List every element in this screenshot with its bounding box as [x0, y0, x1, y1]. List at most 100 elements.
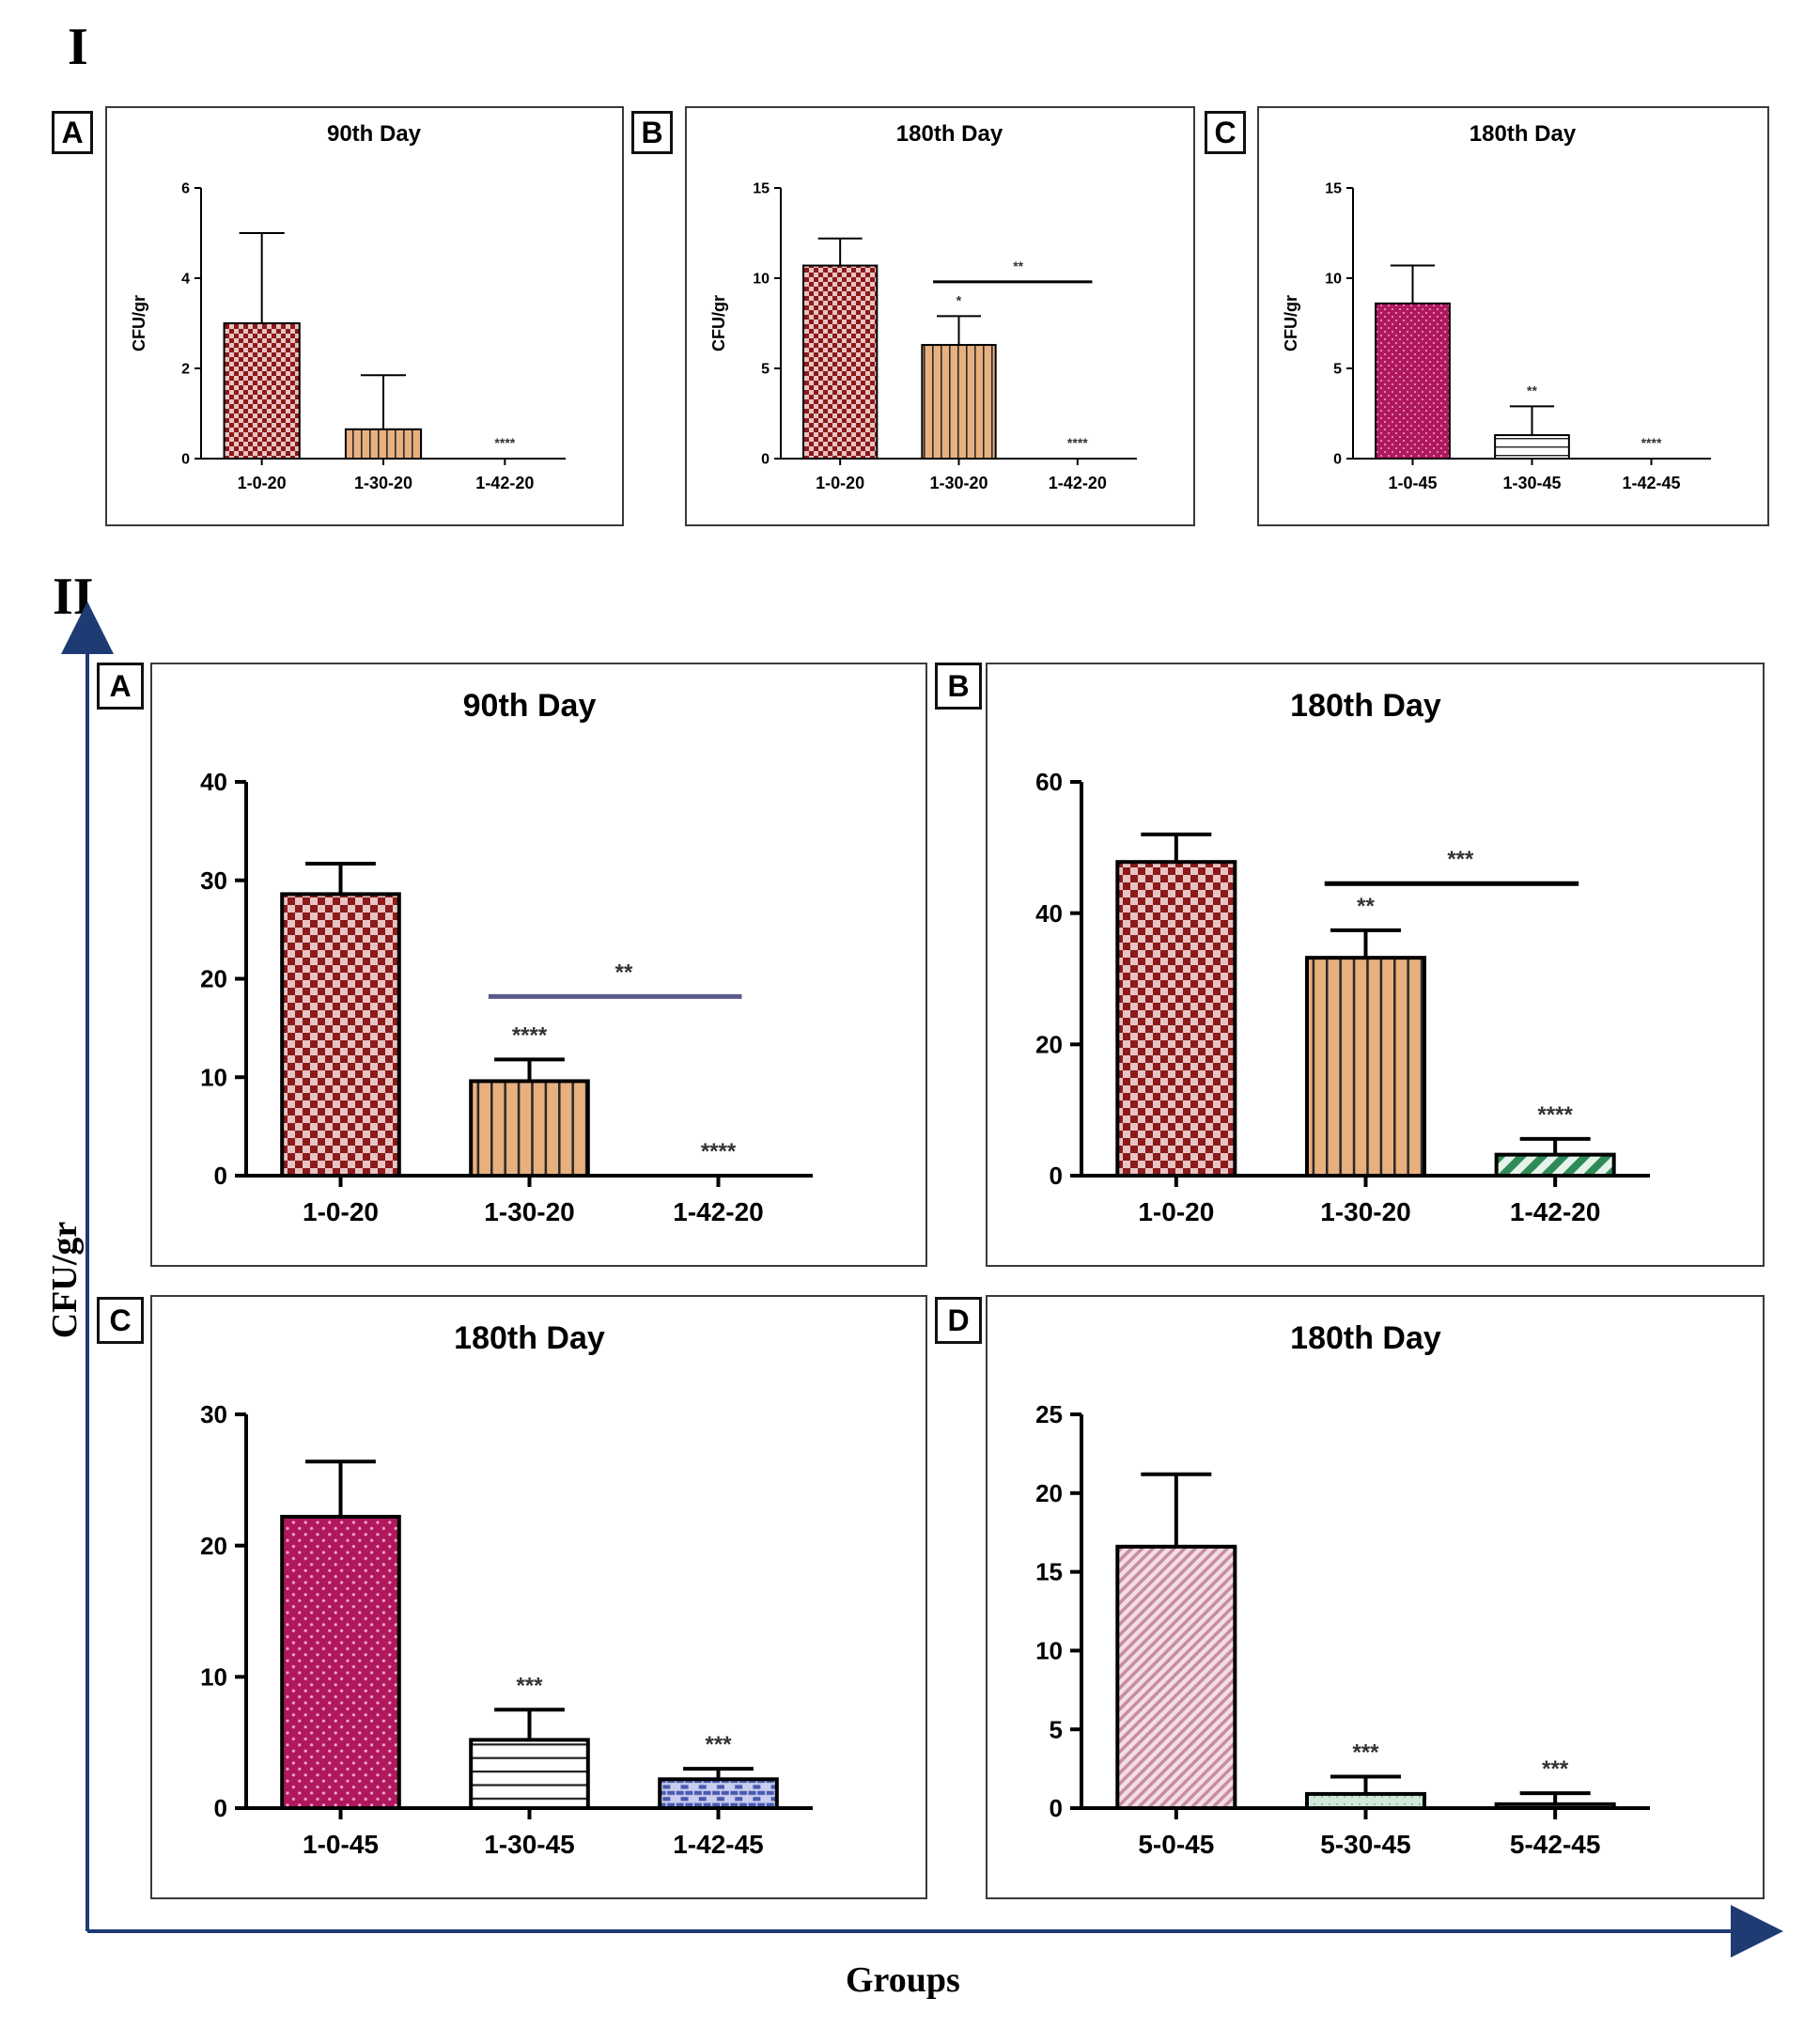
x-tick-label: 1-30-45	[484, 1830, 575, 1859]
x-tick-label: 1-30-20	[1320, 1197, 1411, 1226]
y-tick-label: 10	[753, 272, 770, 288]
y-tick-label: 20	[1035, 1030, 1063, 1058]
chart-svg: 180th Day 0 5 10 15 20 25 5-0-45 *** 5-30-45 *** 5-…	[1035, 1320, 1650, 1859]
chart-panel-II-A: 90th Day 0 10 20 30 40 1-0-20 **** 1-30-20 **** 1-…	[150, 663, 927, 1267]
bar-1-0-45	[280, 1514, 401, 1810]
panel-letter-I-A: A	[52, 111, 93, 154]
y-tick-label: 30	[200, 866, 227, 895]
chart-panel-II-C: 180th Day 0 10 20 30 1-0-45 *** 1-30-45 *** 1-42-…	[150, 1295, 927, 1899]
significance-label: ****	[1641, 435, 1662, 450]
chart-panel-I-A: 90th Day CFU/gr 0 2 4 6 1-0-20 1-30-20 **** 1-42-…	[105, 106, 624, 526]
bar-1-0-20	[223, 322, 301, 460]
y-tick-label: 10	[200, 1063, 227, 1091]
significance-label: ****	[494, 435, 515, 450]
bar-1-0-20	[1115, 860, 1237, 1178]
bracket-label: **	[1013, 258, 1023, 273]
bracket-label: ***	[1447, 847, 1474, 872]
bar-5-30-45	[1304, 1791, 1427, 1811]
chart-title: 90th Day	[463, 688, 597, 724]
significance-label: ***	[1352, 1740, 1379, 1765]
x-tick-label: 5-0-45	[1138, 1830, 1214, 1859]
bar-1-0-20	[280, 892, 401, 1178]
bar-1-30-45	[469, 1738, 590, 1810]
significance-label: ***	[1542, 1756, 1569, 1782]
x-tick-label: 1-30-20	[484, 1197, 575, 1226]
significance-label: ****	[512, 1022, 548, 1048]
y-tick-label: 20	[200, 1532, 227, 1560]
y-tick-label: 5	[761, 362, 770, 378]
y-tick-label: 5	[1333, 362, 1342, 378]
y-tick-label: 10	[1035, 1637, 1063, 1665]
y-tick-label: 25	[1035, 1400, 1063, 1428]
bar-5-0-45	[1115, 1544, 1237, 1810]
bar-1-30-20	[344, 428, 423, 460]
chart-panel-II-B: 180th Day 0 20 40 60 1-0-20 ** 1-30-20 **** 1-42-…	[986, 663, 1765, 1267]
x-tick-label: 5-42-45	[1510, 1830, 1601, 1859]
y-tick-label: 20	[200, 965, 227, 993]
panel-letter-II-C: C	[97, 1297, 144, 1344]
y-tick-label: 15	[1035, 1558, 1063, 1586]
y-tick-label: 30	[200, 1400, 227, 1428]
bar-1-30-20	[921, 344, 997, 460]
panel-letter-II-A: A	[97, 663, 144, 710]
x-tick-label: 1-0-20	[238, 474, 287, 492]
y-tick-label: 10	[1325, 272, 1342, 288]
y-tick-label: 0	[181, 452, 190, 468]
y-tick-label: 0	[214, 1162, 227, 1190]
chart-title: 180th Day	[1290, 1320, 1441, 1356]
chart-panel-II-D: 180th Day 0 5 10 15 20 25 5-0-45 *** 5-30-45 *** 5-…	[986, 1295, 1765, 1899]
y-tick-label: 4	[181, 272, 190, 288]
bar-1-0-45	[1375, 302, 1451, 460]
panel-letter-I-C: C	[1205, 111, 1246, 154]
significance-label: **	[1357, 894, 1375, 919]
bar-1-30-20	[1304, 956, 1427, 1178]
chart-title: 180th Day	[454, 1320, 605, 1356]
y-axis-label: CFU/gr	[709, 295, 728, 351]
chart-panel-I-B: 180th Day CFU/gr 0 5 10 15 1-0-20 * 1-30-20 **** 1…	[685, 106, 1195, 526]
chart-title: 180th Day	[896, 121, 1003, 147]
section-II-ylabel: CFU/gr	[45, 1221, 85, 1339]
y-axis-label: CFU/gr	[130, 295, 148, 351]
significance-label: ***	[516, 1673, 543, 1698]
y-tick-label: 6	[181, 181, 190, 197]
section-II-xlabel: Groups	[846, 1960, 960, 2000]
chart-svg: 180th Day CFU/gr 0 5 10 15 1-0-20 * 1-30-20 **** 1…	[709, 121, 1137, 492]
chart-panel-I-C: 180th Day CFU/gr 0 5 10 15 1-0-45 ** 1-30-45 ****…	[1257, 106, 1769, 526]
significance-label: ****	[1537, 1102, 1573, 1128]
x-tick-label: 1-42-20	[1049, 474, 1107, 492]
panel-letter-I-B: B	[631, 111, 673, 154]
y-tick-label: 0	[761, 452, 770, 468]
significance-label: *	[956, 292, 962, 307]
bar-1-30-45	[1494, 434, 1570, 460]
significance-label: ****	[701, 1139, 737, 1164]
chart-svg: 180th Day 0 10 20 30 1-0-45 *** 1-30-45 *** 1-42-…	[200, 1320, 813, 1859]
x-tick-label: 1-0-45	[1388, 474, 1437, 492]
y-tick-label: 0	[1050, 1794, 1063, 1822]
y-tick-label: 40	[1035, 899, 1063, 928]
x-tick-label: 1-0-20	[303, 1197, 379, 1226]
y-tick-label: 20	[1035, 1479, 1063, 1507]
x-tick-label: 1-0-45	[303, 1830, 379, 1859]
significance-label: **	[1527, 382, 1537, 398]
y-tick-label: 0	[1050, 1162, 1063, 1190]
x-tick-label: 1-42-20	[1510, 1197, 1601, 1226]
y-axis-label: CFU/gr	[1282, 295, 1300, 351]
chart-title: 180th Day	[1470, 121, 1577, 147]
y-tick-label: 0	[1333, 452, 1342, 468]
x-tick-label: 1-0-20	[816, 474, 864, 492]
x-tick-label: 1-30-20	[354, 474, 412, 492]
x-tick-label: 1-30-45	[1502, 474, 1561, 492]
bar-1-0-20	[802, 264, 879, 460]
x-tick-label: 1-42-45	[673, 1830, 764, 1859]
bar-5-42-45	[1494, 1802, 1616, 1810]
y-tick-label: 0	[214, 1794, 227, 1822]
chart-svg: 180th Day 0 20 40 60 1-0-20 ** 1-30-20 **** 1-42-…	[1035, 688, 1650, 1226]
y-tick-label: 5	[1050, 1715, 1063, 1743]
bar-1-42-20	[1494, 1152, 1616, 1178]
chart-svg: 90th Day 0 10 20 30 40 1-0-20 **** 1-30-20 **** 1-…	[200, 688, 813, 1226]
chart-svg: 90th Day CFU/gr 0 2 4 6 1-0-20 1-30-20 **** 1-42-…	[130, 121, 566, 492]
x-tick-label: 1-42-20	[673, 1197, 764, 1226]
section-label-I: I	[68, 18, 88, 76]
bracket-label: **	[615, 960, 633, 985]
